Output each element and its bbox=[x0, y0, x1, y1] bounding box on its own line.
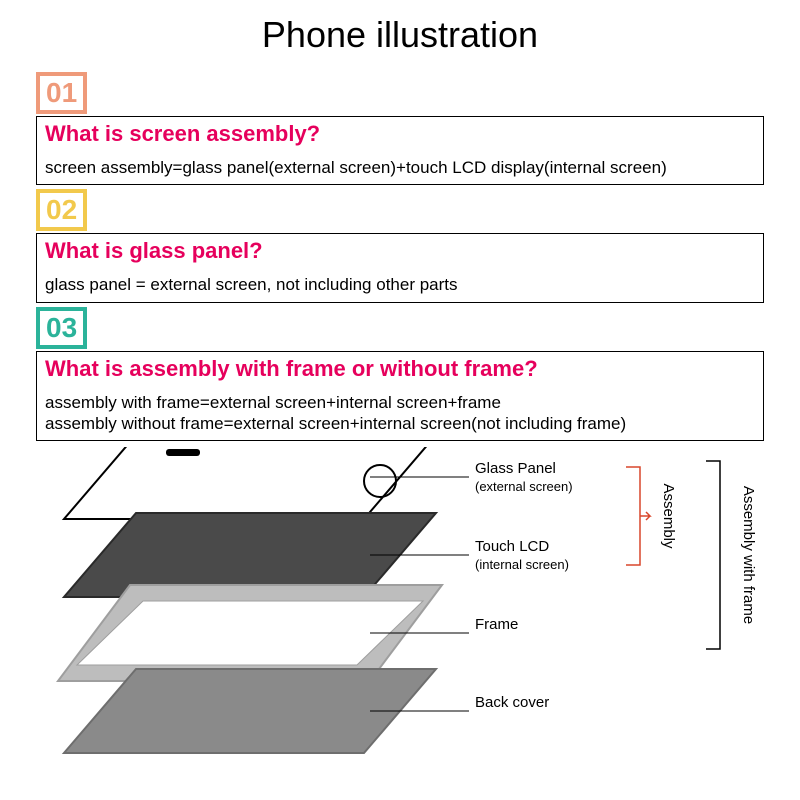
label-touch-lcd: Touch LCD bbox=[475, 538, 549, 555]
body-02: glass panel = external screen, not inclu… bbox=[45, 274, 755, 295]
exploded-diagram: Glass Panel (external screen) Touch LCD (in… bbox=[0, 447, 800, 787]
speaker-slot-icon bbox=[166, 449, 200, 456]
question-02: What is glass panel? bbox=[45, 238, 755, 264]
question-01: What is screen assembly? bbox=[45, 121, 755, 147]
label-glass-panel: Glass Panel bbox=[475, 460, 556, 477]
body-03: assembly with frame=external screen+inte… bbox=[45, 392, 755, 435]
question-03: What is assembly with frame or without f… bbox=[45, 356, 755, 382]
section-03: 03 What is assembly with frame or withou… bbox=[36, 307, 764, 442]
badge-01: 01 bbox=[36, 72, 87, 114]
bracket-assembly-arrow bbox=[640, 512, 650, 520]
body-01: screen assembly=glass panel(external scr… bbox=[45, 157, 755, 178]
page-title: Phone illustration bbox=[0, 0, 800, 72]
sublabel-touch-lcd: (internal screen) bbox=[475, 557, 569, 572]
section-box-03: What is assembly with frame or without f… bbox=[36, 351, 764, 442]
bracket-assembly-frame-label: Assembly with frame bbox=[740, 486, 757, 624]
layer-glass-panel bbox=[64, 447, 436, 519]
section-01: 01 What is screen assembly? screen assem… bbox=[36, 72, 764, 185]
sections-container: 01 What is screen assembly? screen assem… bbox=[0, 72, 800, 441]
badge-03: 03 bbox=[36, 307, 87, 349]
section-02: 02 What is glass panel? glass panel = ex… bbox=[36, 189, 764, 302]
bracket-assembly-label: Assembly bbox=[660, 483, 677, 549]
section-box-01: What is screen assembly? screen assembly… bbox=[36, 116, 764, 185]
section-box-02: What is glass panel? glass panel = exter… bbox=[36, 233, 764, 302]
label-back-cover: Back cover bbox=[475, 694, 549, 711]
sublabel-glass-panel: (external screen) bbox=[475, 479, 573, 494]
bracket-assembly bbox=[626, 467, 640, 565]
badge-02: 02 bbox=[36, 189, 87, 231]
label-frame: Frame bbox=[475, 616, 518, 633]
bracket-assembly-frame bbox=[706, 461, 720, 649]
diagram-svg: Glass Panel (external screen) Touch LCD (in… bbox=[0, 447, 800, 787]
